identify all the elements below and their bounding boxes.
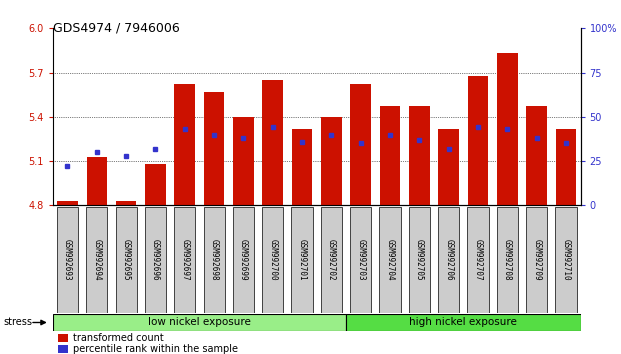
Bar — [321, 117, 342, 205]
Bar — [380, 107, 401, 205]
Text: GSM992697: GSM992697 — [180, 239, 189, 281]
Bar — [58, 334, 68, 342]
Bar — [174, 207, 195, 313]
Text: GSM992701: GSM992701 — [297, 239, 307, 281]
Text: transformed count: transformed count — [73, 333, 163, 343]
Bar — [346, 314, 581, 331]
Text: GSM992699: GSM992699 — [239, 239, 248, 281]
Bar — [409, 207, 430, 313]
Text: percentile rank within the sample: percentile rank within the sample — [73, 344, 238, 354]
Text: GSM992707: GSM992707 — [473, 239, 483, 281]
Bar — [233, 207, 254, 313]
Bar — [291, 207, 312, 313]
Text: GSM992710: GSM992710 — [561, 239, 571, 281]
Text: GSM992698: GSM992698 — [209, 239, 219, 281]
Bar — [58, 345, 68, 353]
Text: GSM992706: GSM992706 — [444, 239, 453, 281]
Bar — [468, 75, 488, 205]
Bar — [233, 117, 253, 205]
Bar — [116, 201, 137, 205]
Text: GSM992702: GSM992702 — [327, 239, 336, 281]
Bar — [556, 129, 576, 205]
Bar — [204, 92, 224, 205]
Bar — [86, 157, 107, 205]
Text: GSM992703: GSM992703 — [356, 239, 365, 281]
Bar — [321, 207, 342, 313]
Bar — [350, 84, 371, 205]
Bar — [292, 129, 312, 205]
Bar — [145, 207, 166, 313]
Bar — [53, 314, 346, 331]
Bar — [438, 129, 459, 205]
Bar — [263, 80, 283, 205]
Bar — [145, 164, 166, 205]
Bar — [262, 207, 283, 313]
Text: GSM992708: GSM992708 — [503, 239, 512, 281]
Text: GSM992694: GSM992694 — [93, 239, 101, 281]
Text: stress: stress — [3, 318, 32, 327]
Bar — [204, 207, 225, 313]
Bar — [57, 207, 78, 313]
Text: GSM992705: GSM992705 — [415, 239, 424, 281]
Text: GDS4974 / 7946006: GDS4974 / 7946006 — [53, 21, 179, 34]
Text: low nickel exposure: low nickel exposure — [148, 318, 251, 327]
Bar — [57, 201, 78, 205]
Text: GSM992695: GSM992695 — [122, 239, 130, 281]
Bar — [409, 107, 430, 205]
Bar — [379, 207, 401, 313]
Bar — [438, 207, 460, 313]
Bar — [116, 207, 137, 313]
Text: GSM992709: GSM992709 — [532, 239, 541, 281]
Text: high nickel exposure: high nickel exposure — [409, 318, 517, 327]
Bar — [497, 207, 518, 313]
Bar — [86, 207, 107, 313]
Text: GSM992696: GSM992696 — [151, 239, 160, 281]
Text: GSM992704: GSM992704 — [386, 239, 394, 281]
Text: GSM992700: GSM992700 — [268, 239, 277, 281]
Bar — [350, 207, 371, 313]
Bar — [468, 207, 489, 313]
Bar — [527, 107, 547, 205]
Bar — [555, 207, 576, 313]
Bar — [526, 207, 547, 313]
Bar — [175, 84, 195, 205]
Bar — [497, 53, 517, 205]
Text: GSM992693: GSM992693 — [63, 239, 72, 281]
